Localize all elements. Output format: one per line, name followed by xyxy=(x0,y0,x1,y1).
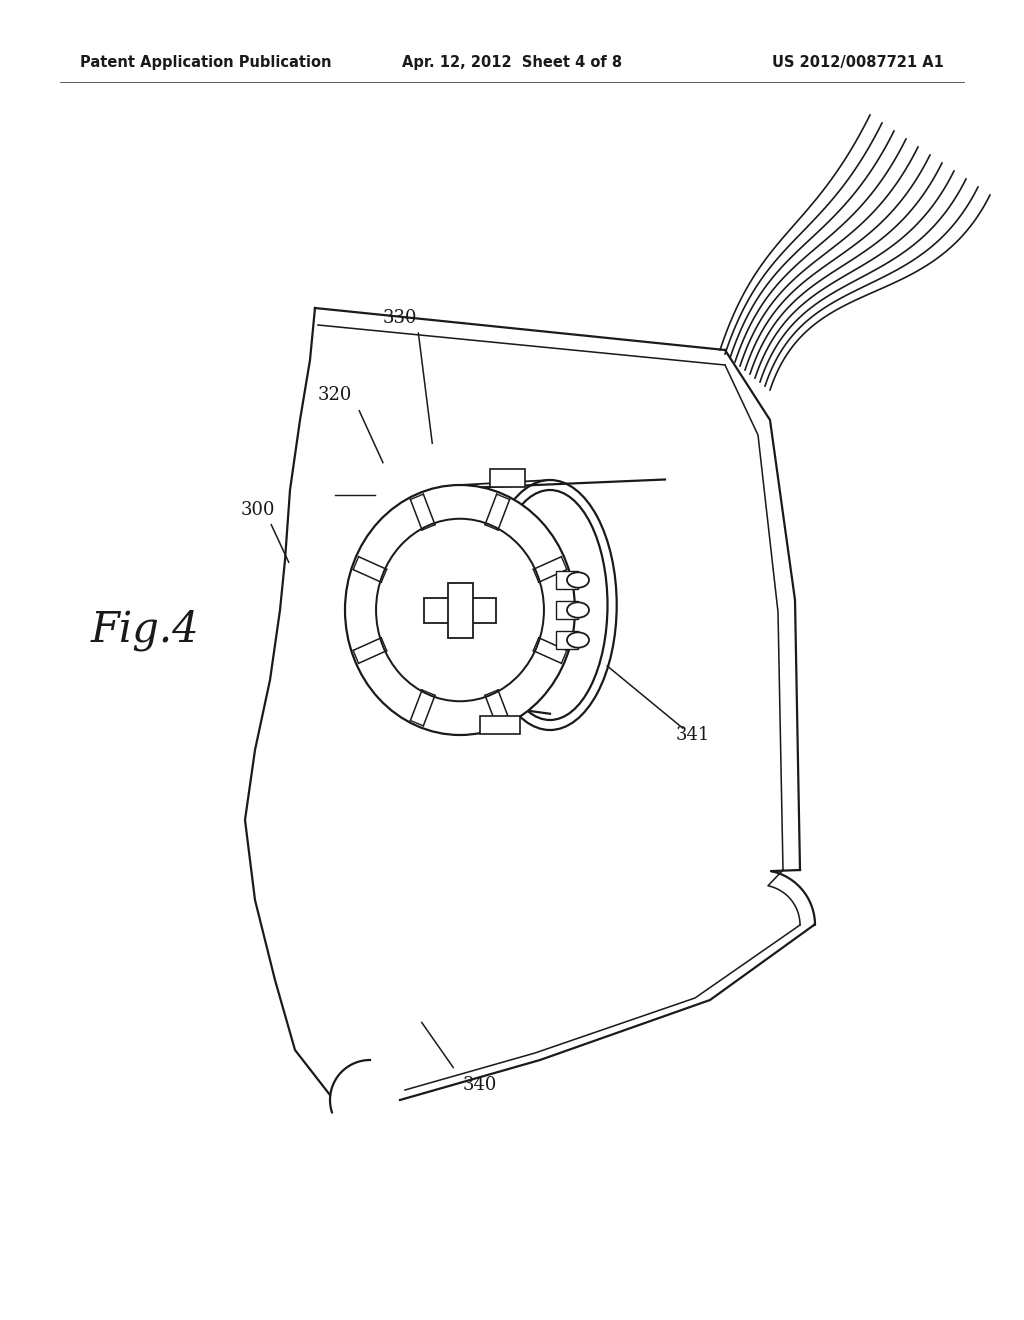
Text: 320: 320 xyxy=(317,385,352,404)
Text: 330: 330 xyxy=(383,309,417,327)
Bar xyxy=(447,582,472,638)
Bar xyxy=(490,469,525,487)
Ellipse shape xyxy=(567,573,589,587)
Ellipse shape xyxy=(305,441,615,779)
Ellipse shape xyxy=(567,632,589,648)
Bar xyxy=(556,601,578,619)
Text: 340: 340 xyxy=(463,1076,498,1094)
Bar xyxy=(424,598,496,623)
Text: 300: 300 xyxy=(241,502,275,519)
Text: Patent Application Publication: Patent Application Publication xyxy=(80,54,332,70)
Bar xyxy=(556,572,578,589)
Text: 341: 341 xyxy=(676,726,710,744)
Text: Apr. 12, 2012  Sheet 4 of 8: Apr. 12, 2012 Sheet 4 of 8 xyxy=(402,54,622,70)
Ellipse shape xyxy=(376,519,544,701)
Ellipse shape xyxy=(493,490,607,719)
Ellipse shape xyxy=(345,484,575,735)
Text: Fig.4: Fig.4 xyxy=(91,609,200,651)
Text: US 2012/0087721 A1: US 2012/0087721 A1 xyxy=(772,54,944,70)
Bar xyxy=(556,631,578,649)
Bar xyxy=(480,717,520,734)
Ellipse shape xyxy=(567,602,589,618)
